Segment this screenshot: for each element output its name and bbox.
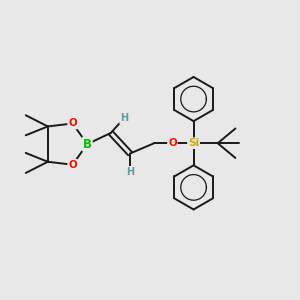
- Text: O: O: [68, 118, 77, 128]
- Text: B: B: [83, 138, 92, 151]
- Text: H: H: [120, 113, 128, 123]
- Text: O: O: [168, 138, 177, 148]
- Text: Si: Si: [188, 138, 199, 148]
- Text: H: H: [126, 167, 134, 177]
- Text: O: O: [68, 160, 77, 170]
